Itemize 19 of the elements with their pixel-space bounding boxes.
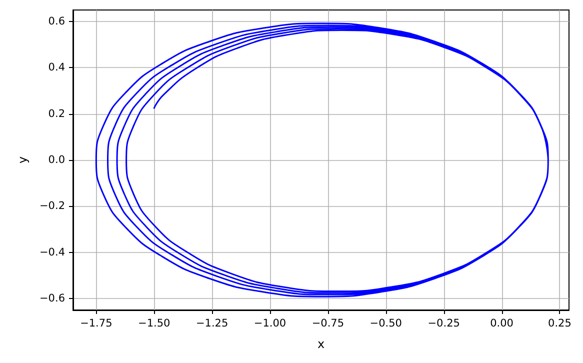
y-tick-label: −0.6: [40, 292, 66, 304]
y-tick-label: 0.0: [48, 154, 65, 166]
x-tick-label: −1.50: [138, 318, 170, 330]
y-axis-title: y: [16, 156, 30, 164]
y-tick-label: 0.6: [48, 16, 66, 28]
x-axis-title: x: [317, 337, 325, 351]
line-series: [95, 22, 549, 298]
x-tick-label: −1.75: [80, 318, 112, 330]
x-tick-label: −0.25: [428, 318, 460, 330]
x-tick-label: −0.50: [370, 318, 402, 330]
x-tick-label: −1.00: [254, 318, 286, 330]
x-tick-label: −1.25: [196, 318, 228, 330]
y-tick-label: −0.2: [40, 200, 65, 212]
y-tick-label: 0.4: [48, 62, 66, 74]
y-tick-label: −0.4: [40, 246, 66, 258]
x-tick-label: 0.00: [490, 318, 514, 330]
x-tick-label: −0.75: [312, 318, 344, 330]
x-tick-label: 0.25: [548, 318, 572, 330]
y-tick-label: 0.2: [48, 108, 65, 120]
